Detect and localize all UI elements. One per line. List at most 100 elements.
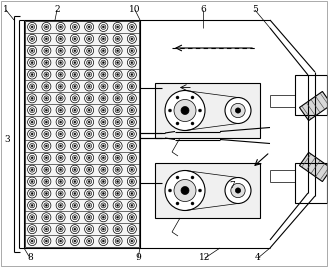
Circle shape: [87, 132, 92, 136]
Circle shape: [127, 70, 136, 79]
Circle shape: [127, 201, 136, 210]
Circle shape: [70, 201, 79, 210]
Circle shape: [117, 109, 118, 111]
Circle shape: [74, 193, 76, 194]
Circle shape: [181, 187, 189, 194]
Circle shape: [30, 239, 35, 244]
Circle shape: [101, 167, 106, 172]
Circle shape: [31, 228, 33, 230]
Circle shape: [44, 72, 49, 77]
Circle shape: [31, 181, 33, 182]
Circle shape: [31, 157, 33, 159]
Text: 12: 12: [199, 253, 211, 262]
Circle shape: [74, 133, 76, 135]
Circle shape: [70, 106, 79, 115]
Circle shape: [101, 155, 106, 160]
Circle shape: [129, 108, 134, 113]
Circle shape: [117, 181, 118, 182]
Circle shape: [198, 109, 201, 112]
Circle shape: [46, 38, 47, 40]
Circle shape: [60, 26, 61, 28]
Circle shape: [70, 46, 79, 55]
Circle shape: [30, 167, 35, 172]
Circle shape: [131, 97, 133, 99]
Circle shape: [44, 215, 49, 220]
Circle shape: [56, 94, 65, 103]
Circle shape: [72, 120, 77, 125]
Circle shape: [58, 25, 63, 29]
Circle shape: [131, 205, 133, 206]
Circle shape: [103, 181, 104, 182]
Circle shape: [129, 227, 134, 232]
Circle shape: [58, 143, 63, 148]
Circle shape: [42, 153, 51, 162]
Circle shape: [113, 58, 122, 67]
Circle shape: [58, 60, 63, 65]
Circle shape: [46, 169, 47, 171]
Circle shape: [31, 62, 33, 64]
Circle shape: [129, 155, 134, 160]
Circle shape: [56, 58, 65, 67]
Circle shape: [88, 109, 90, 111]
Circle shape: [46, 121, 47, 123]
Circle shape: [85, 129, 94, 139]
Circle shape: [87, 203, 92, 208]
Circle shape: [129, 132, 134, 136]
Circle shape: [113, 225, 122, 234]
Circle shape: [28, 213, 37, 222]
Circle shape: [58, 191, 63, 196]
Circle shape: [236, 188, 241, 193]
Circle shape: [117, 205, 118, 206]
Circle shape: [70, 94, 79, 103]
Circle shape: [117, 216, 118, 218]
Circle shape: [113, 177, 122, 186]
Circle shape: [30, 25, 35, 29]
Circle shape: [42, 94, 51, 103]
Circle shape: [103, 133, 104, 135]
Circle shape: [87, 108, 92, 113]
Circle shape: [46, 74, 47, 75]
Circle shape: [60, 38, 61, 40]
Circle shape: [231, 103, 245, 118]
Circle shape: [70, 117, 79, 127]
Circle shape: [129, 239, 134, 244]
Circle shape: [115, 25, 120, 29]
Circle shape: [44, 155, 49, 160]
Circle shape: [101, 108, 106, 113]
Circle shape: [30, 215, 35, 220]
Circle shape: [44, 179, 49, 184]
Polygon shape: [299, 91, 328, 121]
Text: 1: 1: [3, 6, 9, 14]
Circle shape: [131, 240, 133, 242]
Circle shape: [28, 70, 37, 79]
Circle shape: [44, 203, 49, 208]
Circle shape: [72, 48, 77, 53]
Circle shape: [30, 132, 35, 136]
Circle shape: [87, 72, 92, 77]
Circle shape: [72, 60, 77, 65]
Circle shape: [103, 121, 104, 123]
Circle shape: [129, 96, 134, 101]
Circle shape: [85, 213, 94, 222]
Circle shape: [74, 74, 76, 75]
Circle shape: [87, 60, 92, 65]
Circle shape: [131, 145, 133, 147]
Circle shape: [60, 228, 61, 230]
Text: 6: 6: [200, 6, 206, 14]
Circle shape: [72, 215, 77, 220]
Circle shape: [42, 58, 51, 67]
Circle shape: [46, 133, 47, 135]
Circle shape: [99, 225, 108, 234]
Circle shape: [74, 157, 76, 159]
Circle shape: [70, 129, 79, 139]
Circle shape: [28, 46, 37, 55]
Circle shape: [42, 117, 51, 127]
Circle shape: [42, 70, 51, 79]
Circle shape: [44, 108, 49, 113]
Circle shape: [72, 179, 77, 184]
Circle shape: [72, 167, 77, 172]
Circle shape: [56, 201, 65, 210]
Circle shape: [28, 34, 37, 43]
Circle shape: [72, 36, 77, 41]
Circle shape: [236, 108, 241, 113]
